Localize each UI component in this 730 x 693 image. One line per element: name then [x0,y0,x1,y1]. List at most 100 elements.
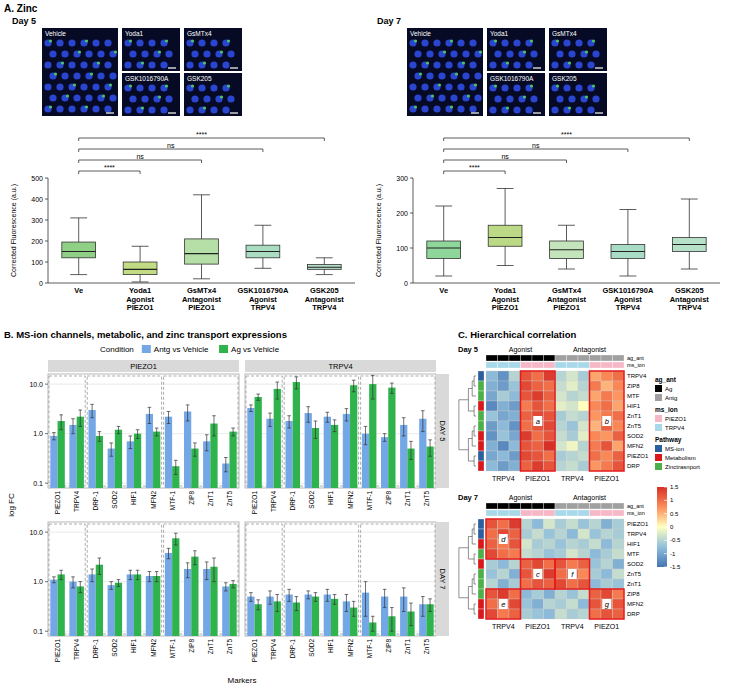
bar [50,580,57,636]
plot-marks [50,404,236,488]
bar [165,553,172,636]
x-tick-label: MTF-1 [366,639,373,659]
annotation-label: ms_ion [627,510,645,516]
error-bar [410,603,411,626]
bar [229,584,236,636]
heat-cell [578,529,590,539]
heat-cell [486,579,498,589]
heat-cell [567,371,579,381]
zinc-signal [165,84,168,87]
heat-cell [567,391,579,401]
dendrogram [474,406,476,416]
column-label: TRPV4 [561,475,584,482]
nucleus [530,95,537,102]
error-cap [326,412,330,413]
heat-cell [509,371,521,381]
nucleus [165,95,172,102]
heat-cell [613,401,625,411]
heat-cell [498,609,510,619]
error-bar [410,441,411,459]
error-cap [71,418,75,419]
nucleus [68,61,75,68]
heat-cell [521,451,533,461]
error-cap [326,601,330,602]
micrograph: GSK1016790A [122,73,180,116]
median [550,249,584,250]
annotation-cell [521,503,533,509]
heat-cell [578,549,590,559]
heat-cell [555,599,567,609]
heat-cell [498,599,510,609]
error-cap [90,569,94,570]
error-bar [258,600,259,610]
colorbar-tick [664,500,667,501]
nucleus [563,84,570,91]
annotation-cell [509,362,521,368]
error-cap [231,435,235,436]
heat-cell [509,529,521,539]
micrograph-bg [184,73,242,116]
y-tick [45,384,48,385]
legend-label: MS-ion [665,446,684,452]
error-bar [137,570,138,579]
heat-cell [521,411,533,421]
nucleus [489,106,496,113]
box [307,265,341,270]
column-label: TRPV4 [492,623,515,630]
error-cap [371,375,375,376]
significance-label: **** [196,131,207,138]
annotation-cell [544,355,556,361]
heat-cell [613,391,625,401]
annotation-box [486,519,521,559]
heat-cell [509,431,521,441]
annotation-box [486,589,521,619]
error-bar [225,458,226,472]
error-cap [109,442,113,443]
category-line: Ve [439,286,448,295]
legend-title: ag_ant [655,376,677,384]
x-tick-label: HIF1 [130,491,137,505]
nucleus [575,84,582,91]
heat-cell [555,451,567,461]
scale-bar [230,67,238,68]
nucleus [124,84,131,91]
nucleus [92,83,99,90]
heat-cell [544,539,556,549]
facet-frame [245,522,436,636]
nucleus [563,39,570,46]
error-bar [130,570,131,579]
nucleus [489,61,496,68]
error-bar [384,434,385,442]
nucleus [462,50,469,57]
error-cap [409,625,413,626]
error-bar [327,589,328,601]
error-bar [391,608,392,632]
error-bar [233,581,234,588]
heat-cell [532,579,544,589]
nucleus [445,83,452,90]
error-bar [53,433,54,440]
error-cap [287,589,291,590]
error-bar [92,404,93,417]
colorbar-tick-label: -1 [670,551,676,557]
pathway-cell [478,451,484,461]
nucleus [469,39,476,46]
nucleus [210,39,217,46]
error-cap [59,414,63,415]
pathway-cell [478,559,484,569]
whisker-cap [316,274,333,275]
nucleus [501,84,508,91]
nucleus [109,72,116,79]
heat-cell [578,559,590,569]
legend-label: TRPV4 [665,425,685,431]
bar [88,410,95,488]
heat-cell [567,519,579,529]
heat-cell [544,421,556,431]
nucleus [148,106,155,113]
legend-swatch [655,463,662,470]
facet-frame [245,374,436,488]
whisker-cap [316,257,333,258]
error-cap [224,457,228,458]
zinc-signal [203,61,206,64]
error-cap [256,599,260,600]
